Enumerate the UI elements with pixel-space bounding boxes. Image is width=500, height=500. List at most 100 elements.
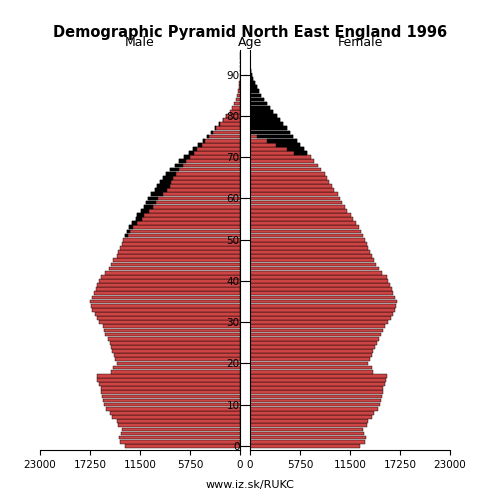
Bar [207,134,208,138]
Bar [232,106,240,110]
Bar [175,164,240,168]
Bar [170,168,240,172]
Text: Female: Female [338,36,382,49]
Bar [166,172,175,176]
Bar [250,328,383,332]
Bar [250,180,329,184]
Bar [102,398,240,402]
Bar [158,184,170,188]
Bar [248,77,254,80]
Bar [250,205,345,208]
Bar [141,209,148,212]
Bar [141,209,240,212]
Bar [250,222,356,225]
Bar [250,151,308,155]
Bar [144,205,153,208]
Bar [101,390,240,394]
Bar [92,304,240,308]
Bar [250,94,262,97]
Bar [101,386,240,390]
Bar [125,234,128,237]
Bar [125,444,240,448]
Bar [115,358,240,361]
Bar [105,271,240,274]
Bar [152,192,162,196]
Bar [222,118,240,122]
Bar [202,139,240,142]
Bar [250,254,372,258]
Bar [250,102,266,106]
Bar [250,320,388,324]
Bar [276,143,300,146]
Bar [250,262,376,266]
Bar [250,168,322,172]
Bar [99,382,240,386]
Bar [118,250,240,254]
Bar [144,205,240,208]
Bar [116,362,240,366]
Bar [250,156,311,159]
Bar [250,345,375,349]
Bar [188,151,240,155]
Bar [250,407,378,410]
Bar [212,130,240,134]
Bar [110,411,240,414]
Bar [98,378,240,382]
Bar [122,242,240,246]
Bar [128,226,240,229]
Bar [250,172,325,176]
Bar [286,147,304,151]
Bar [122,428,240,431]
Bar [250,200,342,204]
Bar [104,403,240,406]
Bar [104,328,240,332]
Bar [250,217,354,221]
Bar [250,283,390,287]
Bar [250,390,383,394]
Bar [250,378,386,382]
Bar [148,196,240,200]
Bar [112,349,240,353]
Bar [184,156,240,159]
Bar [136,217,141,221]
Bar [250,213,351,217]
Bar [236,98,240,102]
Bar [113,258,240,262]
Bar [116,420,240,423]
Bar [250,250,370,254]
Bar [219,122,240,126]
Bar [198,143,202,146]
Bar [184,156,190,159]
Bar [250,444,360,448]
Bar [250,226,358,229]
Bar [96,288,240,291]
Bar [250,362,368,366]
Bar [250,81,255,85]
Bar [99,279,240,283]
Bar [250,436,366,440]
Bar [250,114,277,118]
Bar [250,312,392,316]
Bar [110,341,240,344]
Bar [166,172,240,176]
Bar [250,134,294,138]
Bar [127,230,240,234]
Bar [250,110,274,114]
Bar [215,126,216,130]
Bar [250,432,364,436]
Bar [215,126,240,130]
Bar [113,366,240,370]
Bar [152,192,240,196]
Bar [136,217,240,221]
Text: www.iz.sk/RUKC: www.iz.sk/RUKC [206,480,294,490]
Bar [250,398,382,402]
Bar [202,139,205,142]
Bar [250,69,251,72]
Bar [124,238,240,242]
Bar [250,73,252,76]
Bar [229,118,280,122]
Bar [226,102,266,106]
Bar [250,300,397,304]
Bar [266,139,297,142]
Bar [250,296,395,300]
